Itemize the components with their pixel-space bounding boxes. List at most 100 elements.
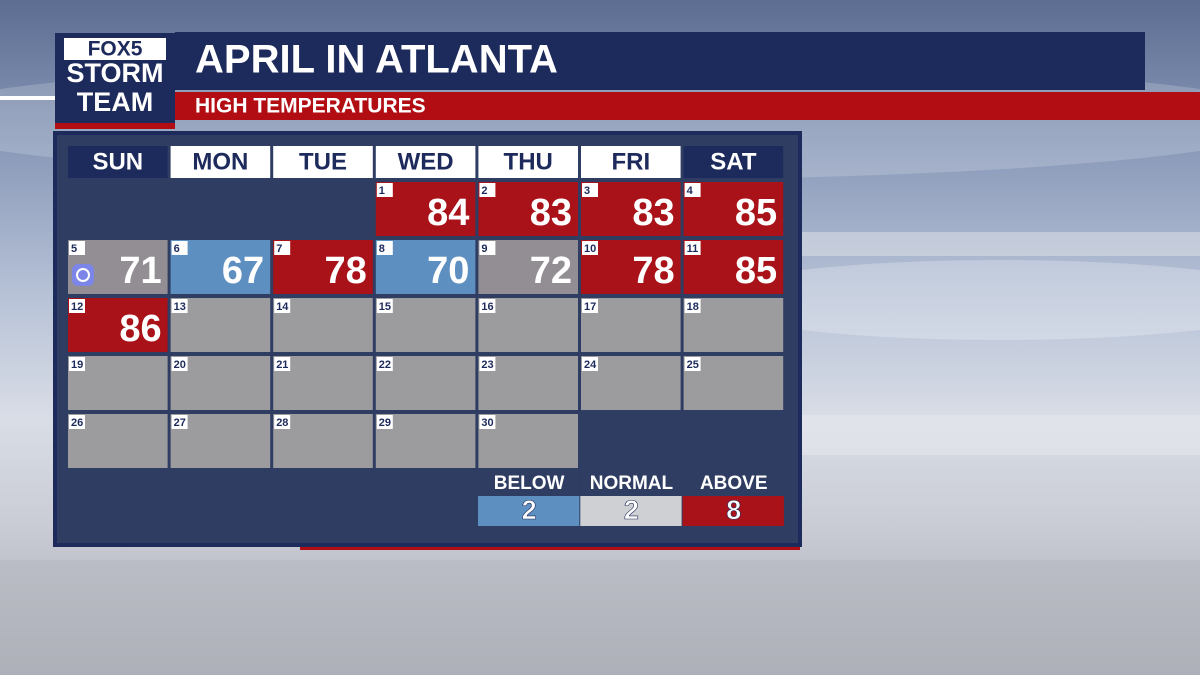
date-badge	[582, 299, 598, 313]
summary-label: NORMAL	[590, 473, 674, 494]
temperature: 86	[119, 308, 161, 350]
date-label: 17	[584, 301, 596, 313]
weekday-header	[375, 146, 476, 178]
date-label: 20	[174, 359, 186, 371]
temperature: 85	[735, 192, 777, 234]
temperature: 70	[427, 250, 469, 292]
date-badge	[684, 183, 701, 197]
date-badge	[376, 241, 393, 255]
title: APRIL IN ATLANTA	[195, 38, 558, 82]
temperature: 83	[632, 192, 674, 234]
date-badge	[69, 357, 85, 371]
temperature: 84	[427, 192, 469, 234]
summary-cell	[478, 496, 580, 526]
date-label: 28	[276, 417, 288, 429]
date-label: 26	[71, 417, 83, 429]
date-label: 3	[584, 185, 590, 197]
date-badge	[171, 241, 188, 255]
date-label: 23	[481, 359, 493, 371]
date-label: 6	[174, 243, 180, 255]
date-label: 5	[71, 243, 77, 255]
date-label: 8	[379, 243, 385, 255]
date-label: 24	[584, 359, 597, 371]
date-badge	[479, 241, 496, 255]
logo-text: TEAM	[77, 87, 154, 117]
date-badge	[69, 241, 85, 255]
summary-label-bg	[478, 472, 580, 496]
date-badge	[684, 357, 701, 371]
date-badge	[376, 183, 393, 197]
weather-icon-symbol	[76, 268, 90, 282]
weekday-label: WED	[398, 148, 454, 175]
temperature: 78	[325, 250, 367, 292]
date-label: 10	[584, 243, 596, 255]
date-badge	[171, 415, 188, 429]
summary-count: 8	[726, 495, 741, 525]
date-badge	[171, 299, 188, 313]
temperature: 83	[530, 192, 572, 234]
date-label: 21	[276, 359, 288, 371]
temperature: 71	[119, 250, 161, 292]
subtitle-bar	[175, 92, 1200, 120]
date-label: 13	[174, 301, 186, 313]
summary-label: BELOW	[494, 473, 565, 494]
date-badge	[479, 415, 496, 429]
weekday-label: THU	[504, 148, 553, 175]
date-label: 2	[481, 185, 487, 197]
temperature: 78	[632, 250, 674, 292]
weather-icon	[72, 264, 94, 286]
date-label: 4	[687, 185, 694, 197]
floor	[0, 560, 1200, 675]
weekday-header	[683, 146, 784, 178]
summary-label-bg	[682, 472, 784, 496]
weekday-header	[170, 146, 271, 178]
date-badge	[274, 299, 291, 313]
cloud	[700, 260, 1200, 340]
date-badge	[479, 299, 496, 313]
weekday-header	[581, 146, 681, 178]
date-label: 27	[174, 417, 186, 429]
date-badge	[376, 299, 393, 313]
date-badge	[479, 357, 496, 371]
stage-rail	[800, 232, 1200, 256]
date-badge	[274, 241, 291, 255]
weekday-header	[273, 146, 373, 178]
date-badge	[582, 357, 598, 371]
weekday-label: SUN	[92, 148, 143, 175]
date-badge	[171, 357, 188, 371]
summary-cell	[580, 496, 682, 526]
date-badge	[479, 183, 496, 197]
weekday-label: TUE	[299, 148, 347, 175]
date-badge	[582, 241, 598, 255]
title-bar	[175, 32, 1145, 90]
weekday-label: FRI	[611, 148, 650, 175]
date-badge	[274, 415, 291, 429]
temperature: 72	[530, 250, 572, 292]
weekday-label: SAT	[710, 148, 757, 175]
date-badge	[69, 299, 85, 313]
weekday-label: MON	[192, 148, 248, 175]
weekday-header	[478, 146, 578, 178]
date-label: 9	[481, 243, 487, 255]
date-badge	[376, 357, 393, 371]
summary-count: 2	[522, 495, 537, 525]
temperature: 67	[222, 250, 264, 292]
date-badge	[69, 415, 85, 429]
date-label: 19	[71, 359, 83, 371]
date-label: 12	[71, 301, 83, 313]
date-badge	[376, 415, 393, 429]
date-label: 29	[379, 417, 391, 429]
date-badge	[274, 357, 291, 371]
logo-stripe	[55, 123, 175, 129]
date-label: 18	[687, 301, 699, 313]
date-label: 15	[379, 301, 391, 313]
date-label: 11	[687, 243, 699, 255]
summary-label: ABOVE	[700, 473, 768, 494]
stage-rail	[800, 415, 1200, 455]
date-label: 22	[379, 359, 391, 371]
date-label: 14	[276, 301, 289, 313]
logo-badge	[64, 38, 166, 60]
date-label: 25	[687, 359, 699, 371]
